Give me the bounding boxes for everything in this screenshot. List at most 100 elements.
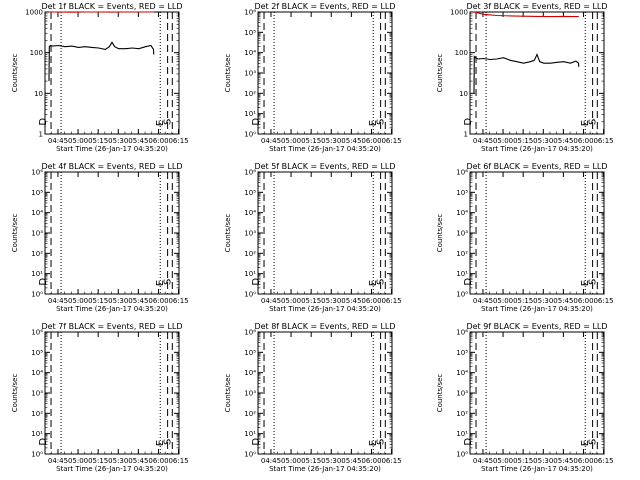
panel-4-xtick-label: 05:45 [128,297,148,305]
panel-2-ytick-label: 10⁵ [244,29,256,37]
panel-8-ytick-label: 10⁵ [244,349,256,357]
panel-7-xlabel: Start Time (26-Jan-17 04:35:20) [56,465,168,473]
panel-5-title: Det 5f BLACK = Events, RED = LLD [254,162,395,171]
panel-1-xlabel: Start Time (26-Jan-17 04:35:20) [56,145,168,153]
panel-5-ylabel: Counts/sec [224,214,232,253]
panel-7-xtick-label: 05:15 [88,457,108,465]
panel-3-title: Det 3f BLACK = Events, RED = LLD [466,2,607,11]
panel-1-series-events [48,41,155,82]
panel-4-ytick-label: 10² [31,250,43,258]
panel-2-xtick-label: 05:30 [321,137,341,145]
panel-4-xtick-label: 06:15 [168,297,188,305]
panel-9-xtick-label: 05:45 [553,457,573,465]
panel-8-xtick-label: 06:15 [381,457,401,465]
panel-6-ytick-label: 10⁶ [456,169,468,177]
panel-6-xlabel: Start Time (26-Jan-17 04:35:20) [481,305,593,313]
panel-3-xtick-label: 06:00 [573,137,593,145]
panel-9-xtick-label: 05:15 [513,457,533,465]
panel-2-marker-s: S [376,119,387,125]
panel-9-marker-s: S [588,439,599,445]
panel-7-xtick-label: 05:45 [128,457,148,465]
panel-1-ytick-label: 1000 [25,9,43,17]
panel-4-ytick-label: 10⁰ [31,291,43,299]
panel-5-xtick-label: 04:45 [261,297,281,305]
panel-2-ytick-label: 10¹ [244,110,256,118]
panel-7-ytick-label: 10⁴ [31,369,43,377]
panel-9-xtick-label: 06:15 [593,457,613,465]
panel-7: Det 7f BLACK = Events, RED = LLD 10⁰ 10¹ 10… [11,322,189,473]
panel-7-ytick-label: 10¹ [31,430,43,438]
panel-9-ytick-label: 10¹ [456,430,468,438]
panel-4-xtick-label: 05:00 [68,297,88,305]
panel-8-ytick-label: 10⁰ [244,451,256,459]
panel-6-marker-e: E [580,280,591,286]
panel-8-xlabel: Start Time (26-Jan-17 04:35:20) [269,465,381,473]
panel-5-ytick-label: 10¹ [244,270,256,278]
panel-6: Det 6f BLACK = Events, RED = LLD 10⁰ 10¹ 10… [436,162,614,313]
panel-3-marker-e: E [580,120,591,126]
panel-3-xtick-label: 05:00 [493,137,513,145]
panel-7-ytick-label: 10³ [31,390,43,398]
panel-5-xtick-label: 05:00 [281,297,301,305]
panel-2-xtick-label: 06:00 [361,137,381,145]
panel-4-ytick-label: 10³ [31,230,43,238]
panel-9-marker-d: D [463,438,474,446]
panel-8-marker-s: S [376,439,387,445]
panel-2-xtick-label: 06:15 [381,137,401,145]
panel-9-frame [469,331,605,455]
panel-5-xtick-label: 06:00 [361,297,381,305]
panel-2-ylabel: Counts/sec [224,54,232,93]
panel-9-ylabel: Counts/sec [436,374,444,413]
panel-7-ytick-label: 10⁵ [31,349,43,357]
panel-7-xtick-label: 06:00 [148,457,168,465]
panel-5-xtick-label: 06:15 [381,297,401,305]
panel-2-ytick-label: 10⁴ [244,49,256,57]
panel-1-marker-e: E [155,120,166,126]
panel-5-ytick-label: 10⁰ [244,291,256,299]
panel-1-xtick-label: 05:45 [128,137,148,145]
panel-8-frame [257,331,393,455]
panel-1-xtick-label: 06:15 [168,137,188,145]
panel-4-frame [44,171,180,295]
panel-8: Det 8f BLACK = Events, RED = LLD 10⁰ 10¹ 10… [224,322,402,473]
panel-2: Det 2f BLACK = Events, RED = LLD 10⁰ 10¹ 10… [224,2,402,153]
panel-4-title: Det 4f BLACK = Events, RED = LLD [41,162,182,171]
panel-5-ytick-label: 10³ [244,230,256,238]
panel-5-xlabel: Start Time (26-Jan-17 04:35:20) [269,305,381,313]
panel-9-xtick-label: 06:00 [573,457,593,465]
panel-7-ytick-label: 10⁰ [31,451,43,459]
panel-7-marker-e: E [155,440,166,446]
panel-3-ytick-label: 1 [464,131,468,139]
panel-5-marker-s: S [376,279,387,285]
panel-9-ytick-label: 10⁵ [456,349,468,357]
panel-8-ytick-label: 10³ [244,390,256,398]
panel-9-marker-e: E [580,440,591,446]
panel-6-ytick-label: 10⁰ [456,291,468,299]
panel-6-ytick-label: 10¹ [456,270,468,278]
panel-2-marker-d: D [251,118,262,126]
panel-1-ylabel: Counts/sec [11,54,19,93]
panel-3-ytick-label: 10 [459,90,468,98]
panel-6-xtick-label: 05:00 [493,297,513,305]
panel-1-xtick-label: 04:45 [48,137,68,145]
panel-4-ylabel: Counts/sec [11,214,19,253]
panel-5-ytick-label: 10⁶ [244,169,256,177]
panel-9: Det 9f BLACK = Events, RED = LLD 10⁰ 10¹ 10… [436,322,614,473]
panel-6-xtick-label: 05:15 [513,297,533,305]
panel-7-xtick-label: 04:45 [48,457,68,465]
panel-6-ylabel: Counts/sec [436,214,444,253]
panel-3-ytick-label: 100 [455,49,468,57]
panel-8-xtick-label: 06:00 [361,457,381,465]
panel-1-marker-d: D [38,118,49,126]
panel-9-title: Det 9f BLACK = Events, RED = LLD [466,322,607,331]
panel-6-title: Det 6f BLACK = Events, RED = LLD [466,162,607,171]
panel-2-ytick-label: 10³ [244,70,256,78]
panel-4-marker-d: D [38,278,49,286]
panel-5-marker-d: D [251,278,262,286]
panel-2-ytick-label: 10² [244,90,256,98]
panel-5-xtick-label: 05:30 [321,297,341,305]
panel-9-ytick-label: 10⁶ [456,329,468,337]
panel-1-ytick-label: 100 [30,49,43,57]
panel-8-xtick-label: 04:45 [261,457,281,465]
